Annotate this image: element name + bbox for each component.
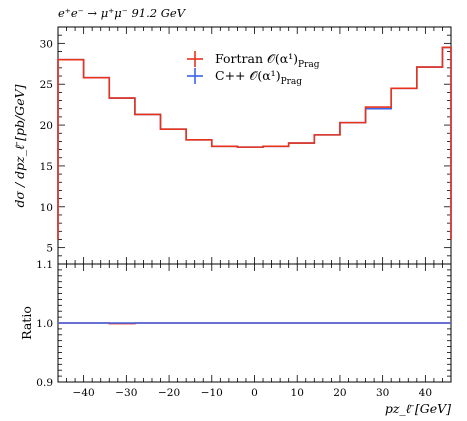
ratio-y-axis-label: Ratio (19, 306, 34, 340)
legend: Fortran 𝒪(α¹)Prag C++ 𝒪(α¹)Prag (187, 51, 320, 87)
x-tick-label: 20 (333, 387, 346, 399)
series-fortran-line (57, 46, 452, 240)
x-tick-label: −30 (115, 387, 137, 399)
x-tick-label: 10 (291, 387, 304, 399)
legend-item-fortran: Fortran 𝒪(α¹)Prag (187, 51, 320, 70)
x-tick-label: 0 (251, 387, 258, 399)
legend-cpp-label: C++ 𝒪(α¹)Prag (215, 68, 302, 87)
ratio-panel-series (58, 322, 451, 325)
x-tick-label: −40 (73, 387, 95, 399)
main-panel-series (57, 46, 452, 240)
main-y-axis-label: dσ / dpz_ℓ̄ [pb/GeV] (12, 84, 27, 207)
x-tick-label: 40 (419, 387, 432, 399)
y-tick-label: 5 (46, 243, 53, 255)
x-axis-label: pz_ℓ̄ [GeV] (385, 401, 451, 416)
x-tick-label: −10 (201, 387, 223, 399)
ratio-y-tick-label: 1.1 (36, 259, 53, 271)
main-panel-y-tick-labels: 5 10 15 20 25 30 (40, 38, 53, 254)
chart-title: e⁺e⁻ → μ⁺μ⁻ 91.2 GeV (58, 6, 187, 20)
y-tick-label: 15 (40, 161, 53, 173)
ratio-panel-ticks (57, 263, 452, 383)
y-tick-label: 25 (40, 79, 53, 91)
ratio-y-tick-label: 0.9 (36, 377, 53, 389)
ratio-y-tick-label: 1.0 (36, 318, 53, 330)
y-tick-label: 30 (40, 38, 53, 50)
ratio-panel-y-tick-labels: 0.9 1.0 1.1 (36, 259, 53, 389)
legend-fortran-label: Fortran 𝒪(α¹)Prag (215, 51, 320, 70)
y-tick-label: 20 (40, 120, 53, 132)
x-tick-label: 30 (376, 387, 389, 399)
x-tick-label: −20 (158, 387, 180, 399)
legend-item-cpp: C++ 𝒪(α¹)Prag (187, 68, 302, 87)
y-tick-label: 10 (40, 202, 53, 214)
x-tick-labels: −40 −30 −20 −10 0 10 20 30 40 (73, 387, 433, 399)
